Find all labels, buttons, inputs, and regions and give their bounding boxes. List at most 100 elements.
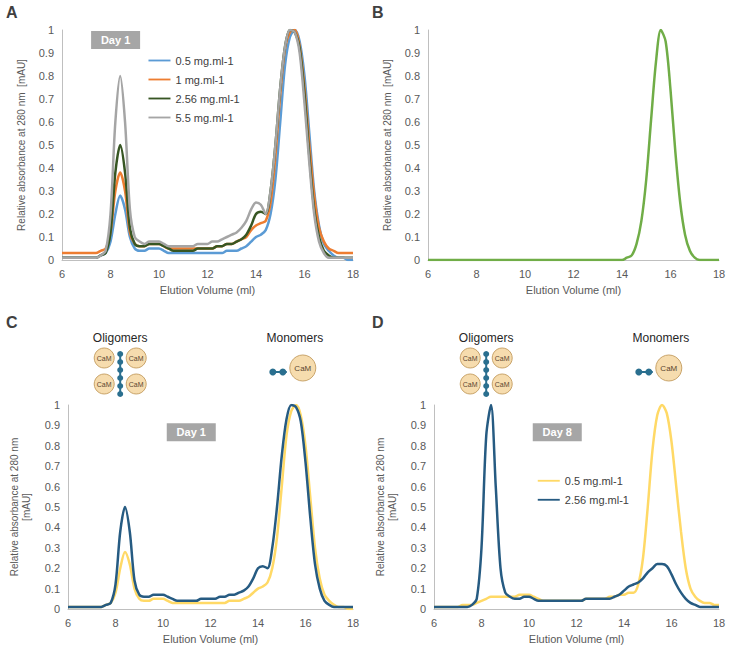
svg-text:8: 8 [112, 617, 118, 629]
svg-text:Elution Volume (ml): Elution Volume (ml) [160, 284, 255, 296]
svg-text:0.6: 0.6 [45, 481, 60, 493]
svg-text:Day 1: Day 1 [177, 426, 206, 438]
svg-text:0.4: 0.4 [45, 521, 60, 533]
svg-text:12: 12 [204, 617, 216, 629]
svg-text:14: 14 [616, 268, 628, 280]
svg-text:0.4: 0.4 [39, 162, 54, 174]
svg-text:CaM: CaM [97, 381, 112, 388]
svg-text:0.9: 0.9 [411, 419, 426, 431]
svg-text:CaM: CaM [129, 355, 144, 362]
svg-text:5.5 mg.ml-1: 5.5 mg.ml-1 [175, 112, 233, 124]
svg-text:0.5: 0.5 [45, 501, 60, 513]
svg-text:0.2: 0.2 [45, 562, 60, 574]
svg-text:0.1: 0.1 [45, 583, 60, 595]
svg-text:0: 0 [420, 603, 426, 615]
svg-text:0.3: 0.3 [45, 542, 60, 554]
svg-text:14: 14 [618, 617, 630, 629]
svg-text:CaM: CaM [495, 381, 510, 388]
svg-text:14: 14 [250, 268, 262, 280]
svg-text:10: 10 [523, 617, 535, 629]
svg-text:0.3: 0.3 [411, 542, 426, 554]
svg-text:18: 18 [347, 617, 359, 629]
svg-text:B: B [372, 4, 384, 21]
svg-text:Relative absorbance at 280 nm: Relative absorbance at 280 nm [mAU] [382, 59, 393, 231]
svg-text:0.1: 0.1 [405, 231, 420, 243]
svg-text:0.8: 0.8 [45, 440, 60, 452]
svg-text:0.8: 0.8 [39, 70, 54, 82]
svg-text:0.7: 0.7 [45, 460, 60, 472]
svg-text:Oligomers: Oligomers [93, 331, 148, 345]
svg-text:CaM: CaM [294, 364, 311, 373]
svg-text:16: 16 [298, 268, 310, 280]
svg-text:Elution Volume (ml): Elution Volume (ml) [163, 633, 258, 645]
svg-text:Monomers: Monomers [266, 331, 323, 345]
svg-text:1: 1 [414, 24, 420, 36]
svg-text:10: 10 [153, 268, 165, 280]
svg-text:0.9: 0.9 [39, 47, 54, 59]
svg-text:0.8: 0.8 [405, 70, 420, 82]
svg-text:16: 16 [665, 617, 677, 629]
svg-text:Day 8: Day 8 [543, 426, 572, 438]
svg-text:6: 6 [59, 268, 65, 280]
svg-text:0.4: 0.4 [405, 162, 420, 174]
svg-text:1 mg.ml-1: 1 mg.ml-1 [175, 74, 224, 86]
svg-text:0.1: 0.1 [411, 583, 426, 595]
svg-text:0.6: 0.6 [405, 116, 420, 128]
svg-text:Relative absorbance at 280 nm: Relative absorbance at 280 nm [375, 438, 386, 576]
svg-text:1: 1 [54, 399, 60, 411]
svg-text:D: D [372, 314, 384, 331]
svg-text:CaM: CaM [495, 355, 510, 362]
svg-text:0.9: 0.9 [405, 47, 420, 59]
svg-text:10: 10 [157, 617, 169, 629]
svg-text:8: 8 [107, 268, 113, 280]
svg-text:6: 6 [425, 268, 431, 280]
svg-text:0.5 mg.ml-1: 0.5 mg.ml-1 [565, 475, 623, 487]
svg-text:8: 8 [473, 268, 479, 280]
svg-text:0.4: 0.4 [411, 521, 426, 533]
svg-text:18: 18 [347, 268, 359, 280]
svg-text:0.5: 0.5 [39, 139, 54, 151]
svg-text:CaM: CaM [129, 381, 144, 388]
svg-text:1: 1 [420, 399, 426, 411]
svg-text:0.7: 0.7 [39, 93, 54, 105]
svg-text:12: 12 [570, 617, 582, 629]
svg-text:0.1: 0.1 [39, 231, 54, 243]
svg-text:Elution Volume (ml): Elution Volume (ml) [526, 284, 621, 296]
svg-text:0.6: 0.6 [39, 116, 54, 128]
svg-text:Relative absorbance at 280 nm: Relative absorbance at 280 nm [9, 438, 20, 576]
svg-text:0.5: 0.5 [405, 139, 420, 151]
svg-text:0.6: 0.6 [411, 481, 426, 493]
svg-text:0: 0 [54, 603, 60, 615]
svg-text:2.56 mg.ml-1: 2.56 mg.ml-1 [565, 494, 629, 506]
svg-text:Elution Volume (ml): Elution Volume (ml) [529, 633, 624, 645]
svg-text:0.3: 0.3 [39, 185, 54, 197]
svg-text:0.7: 0.7 [411, 460, 426, 472]
svg-text:A: A [6, 4, 18, 21]
svg-text:CaM: CaM [660, 364, 677, 373]
svg-text:10: 10 [519, 268, 531, 280]
svg-text:6: 6 [65, 617, 71, 629]
svg-text:[mAU]: [mAU] [21, 493, 32, 521]
svg-text:Monomers: Monomers [632, 331, 689, 345]
svg-text:16: 16 [299, 617, 311, 629]
svg-text:CaM: CaM [463, 381, 478, 388]
svg-text:0: 0 [414, 254, 420, 266]
svg-text:C: C [6, 314, 18, 331]
svg-text:0.5 mg.ml-1: 0.5 mg.ml-1 [175, 55, 233, 67]
svg-text:8: 8 [478, 617, 484, 629]
svg-text:CaM: CaM [97, 355, 112, 362]
svg-text:1: 1 [48, 24, 54, 36]
svg-text:0.7: 0.7 [405, 93, 420, 105]
svg-text:Day 1: Day 1 [101, 34, 130, 46]
svg-text:0.8: 0.8 [411, 440, 426, 452]
svg-text:16: 16 [664, 268, 676, 280]
svg-text:14: 14 [252, 617, 264, 629]
svg-text:0.9: 0.9 [45, 419, 60, 431]
svg-text:0.5: 0.5 [411, 501, 426, 513]
svg-text:Relative absorbance at 280 nm: Relative absorbance at 280 nm [mAU] [16, 59, 27, 231]
svg-text:0.2: 0.2 [411, 562, 426, 574]
svg-text:0: 0 [48, 254, 54, 266]
svg-text:12: 12 [567, 268, 579, 280]
svg-text:CaM: CaM [463, 355, 478, 362]
svg-text:12: 12 [201, 268, 213, 280]
